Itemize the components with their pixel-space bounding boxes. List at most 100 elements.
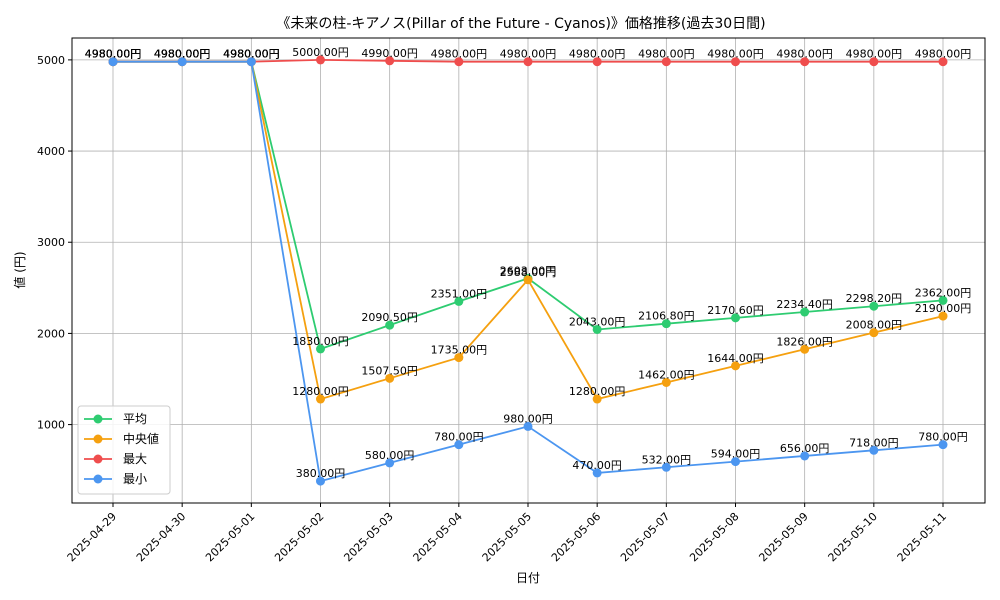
data-point: [661, 377, 671, 387]
legend-item: 中央値: [84, 431, 159, 446]
x-tick-label: 2025-05-02: [272, 510, 326, 564]
data-label: 2106.80円: [638, 310, 695, 323]
data-label: 2588.00円: [500, 266, 557, 279]
data-point: [523, 421, 533, 431]
data-point: [869, 301, 879, 311]
data-label: 2043.00円: [569, 315, 626, 328]
data-label: 4980.00円: [85, 48, 142, 61]
data-label: 780.00円: [434, 431, 484, 444]
data-label: 1280.00円: [292, 385, 349, 398]
data-label: 470.00円: [572, 459, 622, 472]
legend-label: 最小: [123, 472, 147, 486]
data-label: 2170.60円: [707, 304, 764, 317]
data-labels: 4980.00円 4980.00円 4980.00円 1830.00円 2090.50円…: [85, 46, 972, 480]
data-point: [731, 313, 740, 323]
data-point: [454, 353, 464, 363]
data-label: 1826.00円: [776, 335, 833, 348]
data-point: [316, 476, 325, 486]
data-label: 4980.00円: [154, 48, 211, 61]
x-tick-label: 2025-05-08: [687, 510, 741, 564]
data-label: 380.00円: [296, 467, 346, 480]
data-label: 2603.00円: [500, 264, 557, 277]
chart-title: 《未来の柱-キアノス(Pillar of the Future - Cyanos…: [276, 16, 765, 32]
data-point: [869, 445, 879, 455]
data-point: [731, 457, 740, 467]
data-point: [869, 57, 879, 67]
data-label: 4980.00円: [85, 48, 142, 61]
data-point: [108, 57, 118, 67]
data-label: 4980.00円: [500, 48, 557, 61]
legend-box: [77, 405, 171, 495]
data-point: [592, 394, 602, 404]
data-label: 4980.00円: [154, 48, 211, 61]
data-point: [385, 320, 395, 330]
x-tick-label: 2025-05-07: [618, 510, 672, 564]
data-point: [385, 458, 395, 468]
data-label: 4980.00円: [846, 48, 903, 61]
legend-marker: [93, 434, 103, 444]
x-tick-label: 2025-05-10: [826, 510, 880, 564]
data-point: [523, 57, 533, 67]
y-tick-label: 4000: [37, 145, 65, 158]
data-point: [316, 344, 325, 354]
data-label: 718.00円: [849, 436, 899, 449]
legend-item: 最大: [84, 452, 147, 466]
x-tick-label: 2025-05-11: [895, 510, 949, 564]
legend-label: 最大: [123, 452, 147, 466]
data-point: [592, 324, 602, 334]
x-tick-label: 2025-05-09: [756, 510, 810, 564]
data-label: 4980.00円: [915, 48, 972, 61]
data-label: 4980.00円: [85, 48, 142, 61]
data-label: 4980.00円: [223, 48, 280, 61]
y-tick-label: 2000: [37, 327, 65, 340]
data-point: [938, 440, 948, 450]
legend-marker: [93, 454, 103, 464]
y-tick-label: 5000: [37, 54, 65, 67]
y-tick-label: 3000: [37, 236, 65, 249]
x-tick-label: 2025-04-30: [134, 510, 188, 564]
data-label: 4980.00円: [223, 48, 280, 61]
data-point: [800, 451, 810, 461]
data-point: [661, 462, 671, 472]
data-label: 2190.00円: [915, 302, 972, 315]
data-label: 580.00円: [365, 449, 415, 462]
x-axis-ticks: 2025-04-29 2025-04-30 2025-05-01 2025-05-02…: [65, 503, 949, 564]
data-point: [661, 319, 671, 329]
series-4: [108, 57, 948, 486]
data-point: [800, 307, 810, 317]
legend-marker: [93, 414, 103, 424]
data-label: 4980.00円: [776, 48, 833, 61]
x-tick-label: 2025-05-01: [203, 510, 257, 564]
data-label: 5000.00円: [292, 46, 349, 59]
x-tick-label: 2025-05-03: [341, 510, 395, 564]
data-point: [869, 328, 879, 338]
data-label: 1735.00円: [431, 344, 488, 357]
data-point: [385, 373, 395, 383]
data-point: [800, 344, 810, 354]
data-point: [800, 57, 810, 67]
data-label: 594.00円: [711, 448, 761, 461]
y-axis-label: 値 (円): [12, 251, 27, 288]
data-label: 656.00円: [780, 442, 830, 455]
data-label: 532.00円: [642, 453, 692, 466]
data-label: 2351.00円: [431, 287, 488, 300]
series-layer: [108, 55, 948, 486]
data-point: [661, 57, 671, 67]
data-label: 4980.00円: [569, 48, 626, 61]
x-tick-label: 2025-04-29: [65, 510, 119, 564]
data-point: [246, 57, 256, 67]
data-point: [454, 440, 464, 450]
legend-marker: [93, 474, 103, 484]
data-label: 980.00円: [503, 412, 553, 425]
data-point: [938, 295, 948, 305]
data-label: 1280.00円: [569, 385, 626, 398]
data-label: 4980.00円: [85, 48, 142, 61]
data-point: [385, 56, 395, 66]
data-label: 2008.00円: [846, 319, 903, 332]
legend-label: 平均: [123, 412, 147, 426]
y-tick-label: 1000: [37, 419, 65, 432]
data-label: 4980.00円: [707, 48, 764, 61]
data-point: [731, 361, 740, 371]
